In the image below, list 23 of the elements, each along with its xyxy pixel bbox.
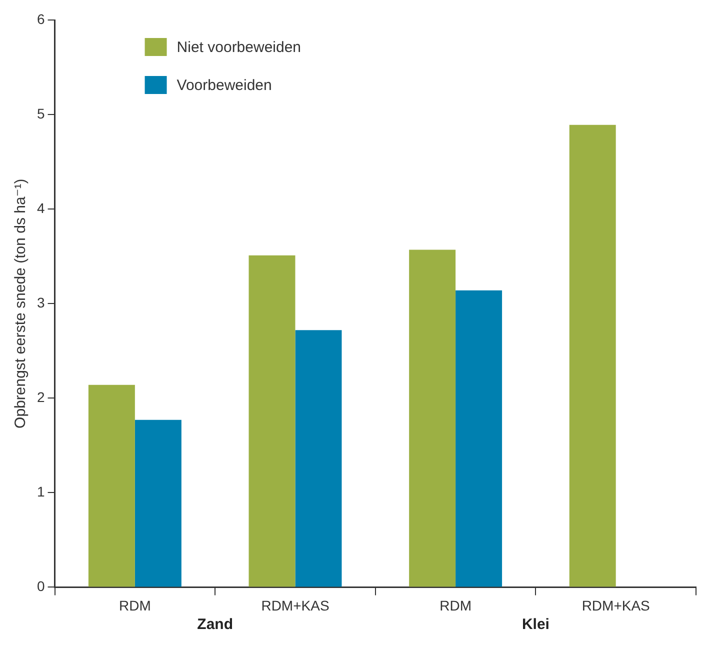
y-tick-label: 6: [36, 10, 45, 27]
bar: [569, 124, 616, 587]
bar: [409, 250, 456, 587]
x-tick-label: RDM+KAS: [582, 597, 650, 614]
bar: [248, 255, 296, 587]
text: Zand: [197, 616, 234, 633]
y-axis-title: Opbrengst eerste snede (ton ds ha⁻¹): [12, 178, 30, 428]
x-tick-label: RDM: [440, 597, 472, 614]
bar: [88, 384, 135, 587]
y-tick-label: 0: [36, 578, 45, 594]
y-tick-label: 1: [36, 484, 45, 500]
x-tick-label: RDM+KAS: [261, 597, 330, 614]
x-tick-label: RDM: [118, 597, 151, 614]
bar: [456, 290, 502, 587]
bar: [134, 420, 182, 587]
y-tick-label: 5: [36, 105, 45, 122]
text: Klei: [522, 616, 550, 633]
legend-label: Voorbeweiden: [176, 77, 272, 94]
y-tick-label: 4: [36, 200, 45, 216]
y-tick-label: 2: [36, 388, 45, 405]
legend-label: Niet voorbeweiden: [176, 39, 302, 56]
y-tick-label: 3: [36, 294, 45, 310]
bar: [295, 330, 342, 587]
